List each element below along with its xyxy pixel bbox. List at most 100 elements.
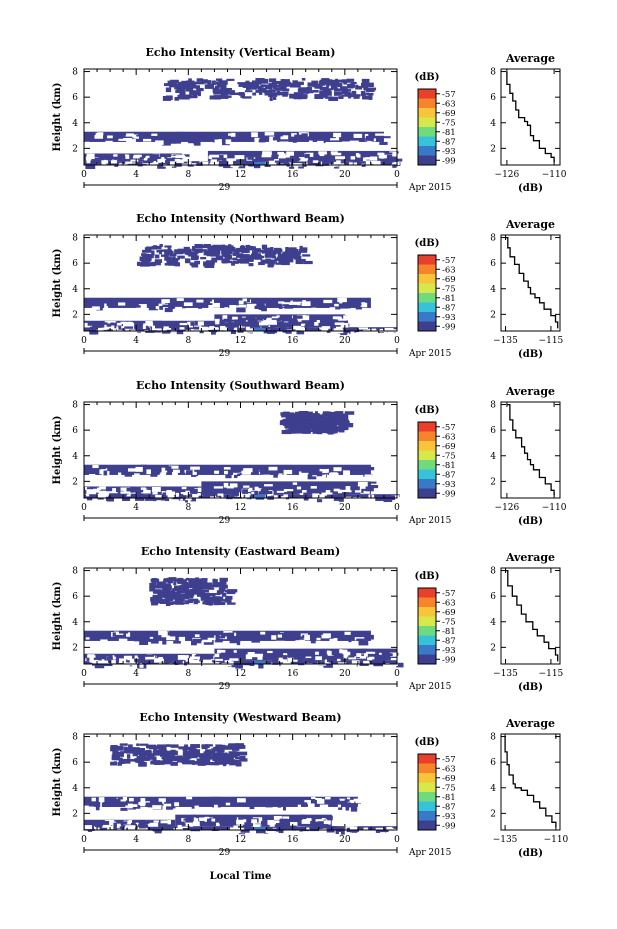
echo-cell	[125, 154, 130, 160]
echo-cell	[169, 825, 174, 831]
echo-cell	[323, 820, 330, 825]
echo-cell	[370, 160, 381, 165]
echo-cell	[302, 423, 311, 428]
echo-cell	[251, 819, 258, 823]
echo-cell	[217, 591, 223, 595]
colorbar-step	[418, 588, 436, 598]
echo-cell	[290, 822, 298, 827]
echo-cell	[208, 305, 213, 310]
echo-cell	[199, 595, 204, 598]
echo-cell	[226, 158, 237, 162]
echo-cell	[365, 487, 374, 492]
echo-cell	[369, 481, 377, 484]
echo-cell	[258, 491, 268, 495]
echo-cell	[319, 155, 326, 158]
echo-cell	[136, 298, 145, 302]
echo-cell	[236, 640, 241, 646]
echo-cell	[347, 298, 352, 304]
echo-cell	[150, 578, 160, 583]
echo-cell	[353, 159, 361, 162]
echo-cell	[292, 482, 298, 485]
echo-cell	[293, 92, 304, 97]
colorbar-step	[418, 146, 436, 156]
echo-cell	[118, 630, 129, 634]
echo-cell	[232, 316, 238, 320]
echo-cell	[219, 585, 224, 589]
echo-cell	[162, 581, 166, 586]
colorbar-level: -93	[442, 480, 456, 490]
echo-cell	[226, 246, 230, 251]
echo-cell	[143, 258, 152, 261]
echo-cell	[197, 92, 201, 97]
echo-cell	[240, 829, 250, 833]
echo-cell	[243, 485, 250, 488]
echo-cell	[242, 298, 247, 302]
echo-cell	[263, 249, 273, 254]
colorbar-level: -75	[442, 617, 456, 627]
echo-cell	[153, 829, 163, 832]
echo-cell	[294, 424, 301, 430]
echo-cell	[200, 658, 209, 661]
colorbar-step	[418, 488, 436, 499]
echo-cell	[106, 154, 110, 157]
echo-cell	[236, 819, 245, 825]
echo-cell	[156, 249, 161, 253]
echo-cell	[147, 753, 156, 756]
echo-cell	[184, 258, 191, 264]
echo-cell	[348, 638, 352, 643]
echo-cell	[210, 818, 216, 822]
panel-1: Echo Intensity (Northward Beam)0 4 8 12 16 20…	[52, 212, 564, 360]
echo-cell	[132, 754, 138, 757]
echo-cell	[251, 80, 262, 84]
echo-cell	[108, 821, 117, 826]
echo-cell	[335, 136, 339, 140]
echo-cell	[118, 468, 128, 472]
echo-cell	[363, 151, 370, 155]
echo-cell	[333, 327, 341, 332]
echo-cell	[106, 324, 112, 327]
echo-cell	[89, 326, 97, 332]
colorbar-step	[418, 283, 436, 294]
echo-cell	[138, 657, 143, 661]
echo-cell	[129, 659, 134, 664]
echo-cell	[267, 829, 274, 834]
echo-cell	[330, 472, 338, 475]
echo-cell	[123, 746, 128, 752]
echo-cell	[250, 486, 255, 491]
echo-cell	[340, 330, 348, 336]
colorbar-level: -99	[442, 821, 456, 831]
echo-cell	[322, 422, 329, 426]
echo-cell	[382, 136, 391, 139]
echo-cell	[257, 488, 262, 492]
echo-cell	[141, 155, 146, 160]
echo-cell	[346, 660, 354, 664]
x-tick-label: 0	[394, 503, 400, 513]
echo-cell	[301, 802, 308, 806]
echo-cell	[85, 821, 96, 825]
echo-cell	[254, 305, 261, 310]
echo-cell	[280, 653, 288, 656]
echo-cell	[179, 322, 188, 326]
echo-cell	[318, 417, 326, 421]
echo-cell	[297, 411, 301, 415]
echo-cell	[184, 594, 190, 600]
colorbar-frame	[417, 753, 437, 831]
echo-cell	[216, 255, 224, 261]
echo-cell	[174, 586, 184, 589]
echo-cell	[337, 493, 347, 497]
echo-cell	[165, 589, 171, 594]
echo-cell	[152, 320, 162, 326]
echo-cell	[204, 816, 210, 822]
echo-cell	[154, 259, 163, 263]
echo-cell	[183, 246, 190, 250]
echo-cell	[145, 497, 155, 501]
colorbar-level: -63	[442, 432, 456, 442]
echo-cell	[189, 90, 196, 96]
echo-cell	[388, 828, 398, 834]
echo-cell	[167, 820, 171, 825]
echo-cell	[247, 157, 254, 160]
echo-cell	[146, 659, 155, 665]
echo-cell	[357, 485, 366, 489]
echo-cell	[120, 132, 127, 136]
echo-cell	[243, 468, 253, 473]
